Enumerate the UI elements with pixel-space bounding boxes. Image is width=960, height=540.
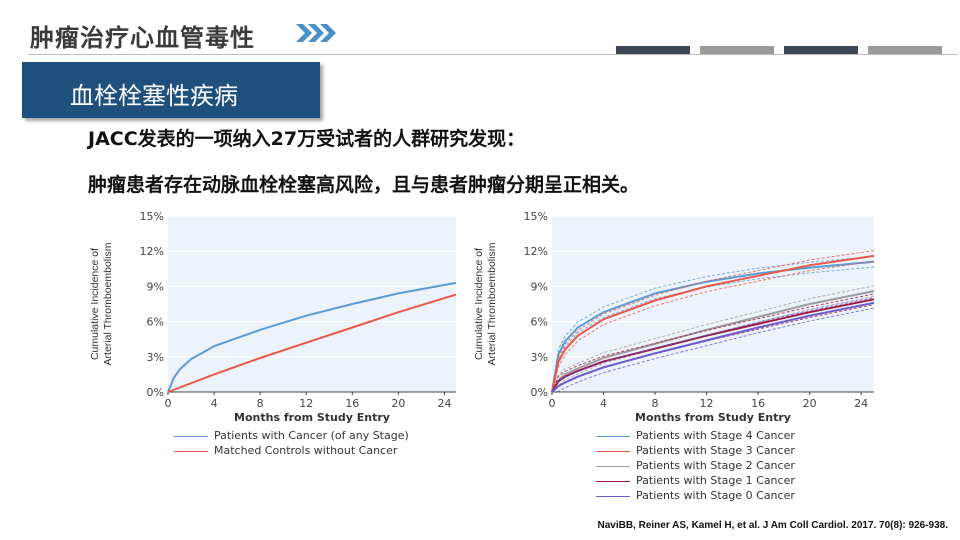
citation: NaviBB, Reiner AS, Kamel H, et al. J Am … bbox=[597, 520, 948, 531]
y-tick-label: 15% bbox=[524, 210, 548, 223]
x-axis-label: Months from Study Entry bbox=[234, 411, 390, 424]
legend-swatch bbox=[596, 465, 630, 467]
x-tick-label: 8 bbox=[257, 397, 264, 410]
header-bar-2 bbox=[700, 46, 774, 54]
series-line bbox=[551, 254, 875, 393]
x-tick-label: 0 bbox=[165, 397, 172, 410]
chart-right: 0% 3% 6% 9% 12% 15% 0 4 8 12 16 20 24 Months from Stu… bbox=[466, 200, 886, 510]
series-line bbox=[167, 281, 457, 393]
x-tick-label: 8 bbox=[652, 397, 659, 410]
x-tick-label: 24 bbox=[437, 397, 451, 410]
x-tick-label: 4 bbox=[600, 397, 607, 410]
body-text-line-1: JACC发表的一项纳入27万受试者的人群研究发现： bbox=[88, 128, 526, 150]
chevrons-right-icon bbox=[296, 24, 336, 42]
y-axis-label: Cumulative Incidence of bbox=[89, 248, 101, 360]
legend-swatch bbox=[596, 480, 630, 482]
y-tick-label: 0% bbox=[147, 386, 164, 399]
series-ci-line bbox=[551, 250, 875, 393]
y-tick-label: 12% bbox=[140, 245, 164, 258]
y-tick-label: 0% bbox=[531, 386, 548, 399]
legend-label: Patients with Stage 2 Cancer bbox=[636, 459, 795, 472]
y-axis-label: Arterial Thromboembolism bbox=[486, 242, 498, 365]
x-tick-label: 12 bbox=[299, 397, 313, 410]
legend-label: Patients with Stage 4 Cancer bbox=[636, 429, 795, 442]
legend-item: Patients with Stage 0 Cancer bbox=[596, 489, 795, 502]
plot-background bbox=[168, 216, 456, 392]
legend-label: Patients with Stage 3 Cancer bbox=[636, 444, 795, 457]
y-tick-label: 3% bbox=[147, 351, 164, 364]
body-text-line-2: 肿瘤患者存在动脉血栓栓塞高风险，且与患者肿瘤分期呈正相关。 bbox=[88, 174, 640, 196]
header-title: 肿瘤治疗心血管毒性 bbox=[30, 24, 255, 52]
series-line bbox=[167, 293, 457, 393]
chart-left: 0% 3% 6% 9% 12% 15% 0 4 8 12 16 20 24 Months from Stu… bbox=[82, 200, 462, 460]
x-axis-label: Months from Study Entry bbox=[635, 411, 791, 424]
y-axis-label: Arterial Thromboembolism bbox=[102, 242, 114, 365]
series-ci-line bbox=[551, 295, 875, 393]
legend-swatch bbox=[596, 450, 630, 452]
y-tick-label: 9% bbox=[147, 280, 164, 293]
y-axis-label: Cumulative Incidence of bbox=[473, 248, 485, 360]
x-tick-label: 16 bbox=[751, 397, 765, 410]
legend-swatch bbox=[174, 450, 208, 452]
legend-label: Patients with Stage 0 Cancer bbox=[636, 489, 795, 502]
y-tick-label: 12% bbox=[524, 245, 548, 258]
series-ci-line bbox=[551, 293, 875, 393]
section-title: 血栓栓塞性疾病 bbox=[70, 82, 238, 110]
plot-background bbox=[552, 216, 874, 392]
x-tick-label: 12 bbox=[700, 397, 714, 410]
x-tick-label: 4 bbox=[211, 397, 218, 410]
legend-label: Matched Controls without Cancer bbox=[214, 444, 398, 457]
y-tick-label: 3% bbox=[531, 351, 548, 364]
series-ci-line bbox=[551, 285, 875, 393]
series-ci-line bbox=[551, 297, 875, 393]
header-bar-1 bbox=[616, 46, 690, 54]
x-tick-label: 24 bbox=[854, 397, 868, 410]
section-title-box bbox=[22, 62, 320, 118]
legend-swatch bbox=[596, 495, 630, 497]
y-tick-label: 9% bbox=[531, 280, 548, 293]
legend-label: Patients with Cancer (of any Stage) bbox=[214, 429, 409, 442]
series-line bbox=[551, 290, 875, 393]
series-line bbox=[551, 301, 875, 393]
y-tick-label: 6% bbox=[531, 316, 548, 329]
legend-item: Matched Controls without Cancer bbox=[174, 444, 397, 457]
legend-item: Patients with Stage 3 Cancer bbox=[596, 444, 795, 457]
y-tick-label: 6% bbox=[147, 316, 164, 329]
legend-item: Patients with Cancer (of any Stage) bbox=[174, 429, 409, 442]
header-bar-4 bbox=[868, 46, 942, 54]
legend-label: Patients with Stage 1 Cancer bbox=[636, 474, 795, 487]
x-tick-label: 20 bbox=[391, 397, 405, 410]
series-ci-line bbox=[551, 260, 875, 393]
x-tick-label: 20 bbox=[803, 397, 817, 410]
header-divider bbox=[28, 54, 958, 55]
legend-item: Patients with Stage 4 Cancer bbox=[596, 429, 795, 442]
header-bar-3 bbox=[784, 46, 858, 54]
legend-item: Patients with Stage 1 Cancer bbox=[596, 474, 795, 487]
legend-item: Patients with Stage 2 Cancer bbox=[596, 459, 795, 472]
legend-swatch bbox=[596, 435, 630, 437]
y-tick-label: 15% bbox=[140, 210, 164, 223]
x-tick-label: 16 bbox=[345, 397, 359, 410]
x-tick-label: 0 bbox=[549, 397, 556, 410]
legend-swatch bbox=[174, 435, 208, 437]
series-ci-line bbox=[551, 307, 875, 393]
